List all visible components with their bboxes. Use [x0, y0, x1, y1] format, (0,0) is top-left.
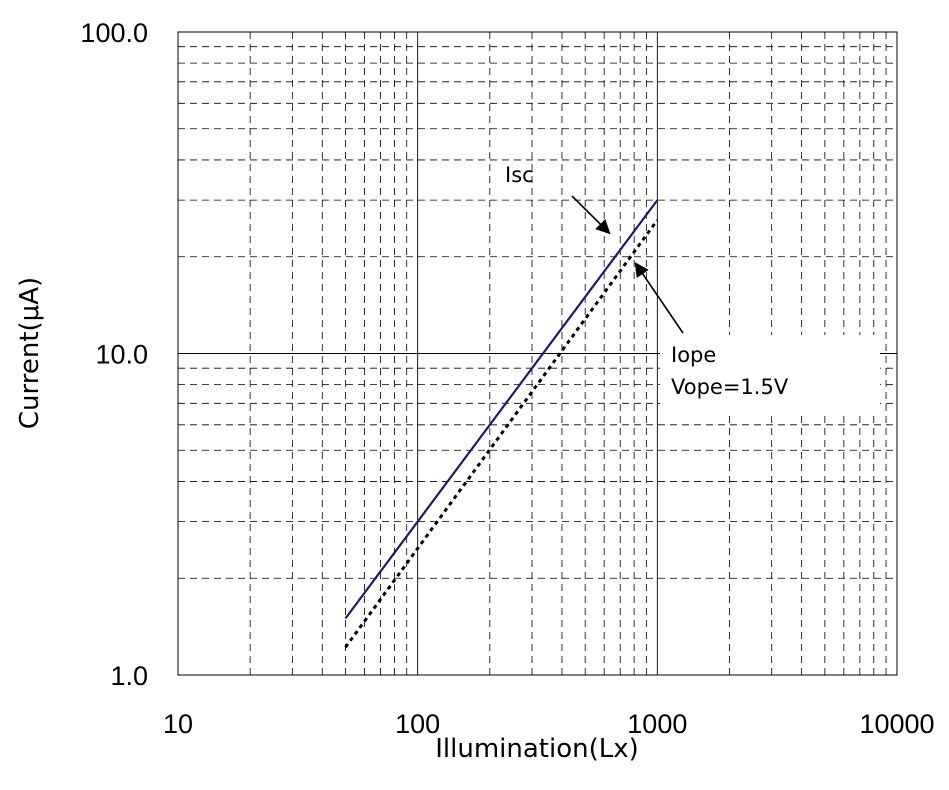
- series-line-iope: [344, 219, 659, 649]
- x-tick-label: 10000: [859, 709, 934, 739]
- plot-frame: [177, 31, 898, 676]
- x-tick-label: 10: [163, 709, 193, 739]
- y-axis-label: Current(μA): [15, 277, 45, 429]
- x-axis-label: Illumination(Lx): [435, 734, 639, 764]
- y-tick-label: 1.0: [110, 661, 148, 691]
- annotation-backdrop: [660, 335, 880, 415]
- annotation-box: [660, 335, 880, 415]
- y-tick-label: 10.0: [95, 340, 148, 370]
- y-tick-label: 100.0: [80, 18, 148, 48]
- series-layer: [344, 199, 659, 649]
- annotation-isc-label: Isc: [505, 163, 534, 187]
- tick-labels: 10 100 1000 10000 1.0 10.0 100.0: [80, 18, 934, 739]
- annotation-iope-arrow: [634, 262, 684, 334]
- series-line-isc: [344, 199, 659, 620]
- annotation-vope-label: Vope=1.5V: [671, 375, 789, 399]
- annotation-isc-arrow: [571, 195, 611, 235]
- x-tick-label: 1000: [627, 709, 687, 739]
- annotations: Isc Iope Vope=1.5V: [505, 163, 789, 399]
- x-tick-label: 100: [395, 709, 440, 739]
- annotation-iope-label: Iope: [671, 343, 716, 367]
